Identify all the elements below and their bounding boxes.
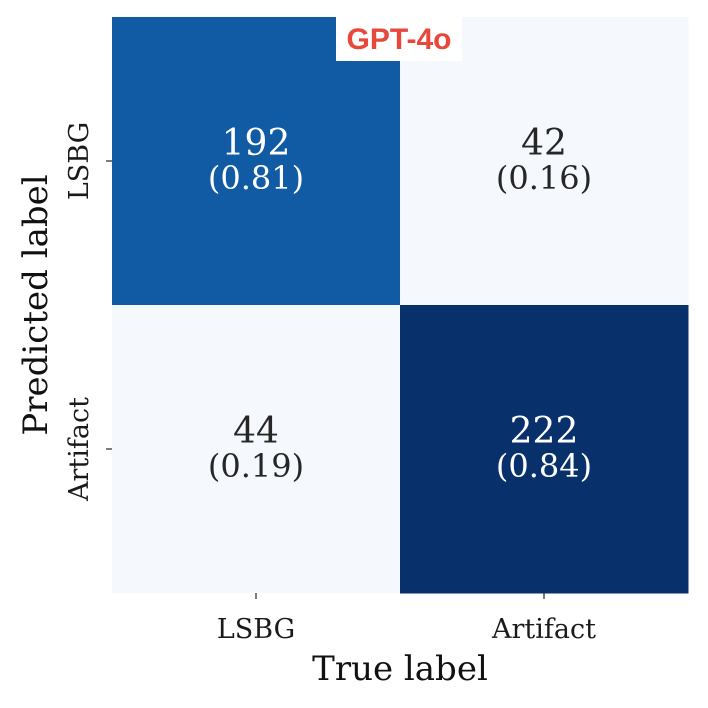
cell-count-label: 42 bbox=[521, 123, 567, 164]
cell-fraction-label: (0.81) bbox=[208, 159, 304, 197]
heatmap-cell-lsbg-artifact bbox=[400, 17, 689, 306]
model-badge-label: GPT-4o bbox=[346, 23, 451, 56]
cell-count-label: 192 bbox=[222, 123, 291, 164]
heatmap-cells: 192(0.81) 42(0.16) 44(0.19) 222(0.84) bbox=[112, 17, 689, 594]
cell-fraction-label: (0.16) bbox=[496, 159, 592, 197]
cell-count-label: 44 bbox=[233, 411, 279, 452]
heatmap-cell-artifact-lsbg bbox=[112, 305, 401, 594]
x-axis-title: True label bbox=[312, 649, 488, 689]
cell-count-label: 222 bbox=[510, 411, 579, 452]
y-axis-title: Predicted label bbox=[16, 174, 56, 435]
y-tick-label: LSBG bbox=[64, 122, 95, 200]
model-badge-background bbox=[336, 17, 462, 61]
heatmap-cell-artifact-artifact bbox=[400, 305, 689, 594]
heatmap-cell-lsbg-lsbg bbox=[112, 17, 401, 306]
cell-fraction-label: (0.19) bbox=[208, 447, 304, 485]
x-tick-label: LSBG bbox=[217, 614, 295, 645]
axis-labels: True label Predicted label bbox=[16, 174, 488, 689]
y-tick-label: Artifact bbox=[64, 397, 95, 502]
cell-fraction-label: (0.84) bbox=[496, 447, 592, 485]
x-tick-label: Artifact bbox=[491, 614, 596, 645]
axis-ticks: LSBG Artifact LSBG Artifact bbox=[64, 122, 596, 645]
model-badge: GPT-4o bbox=[336, 17, 462, 61]
